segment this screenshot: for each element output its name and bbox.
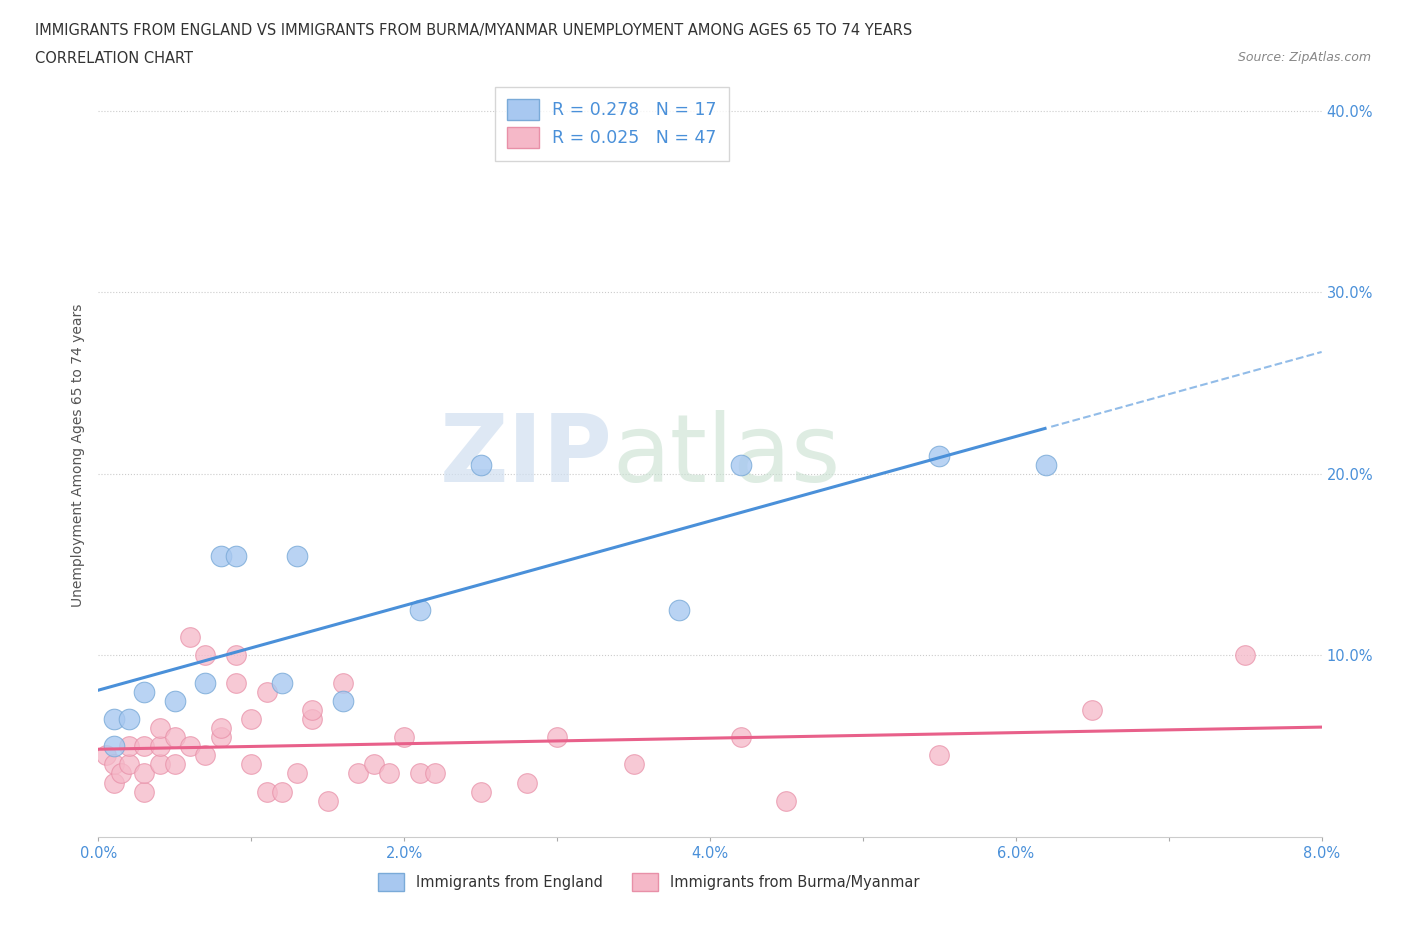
Point — [163, 757, 186, 772]
Point — [285, 548, 308, 563]
Point — [118, 757, 141, 772]
Point — [209, 721, 232, 736]
Point — [1035, 458, 1057, 472]
Point — [103, 757, 125, 772]
Point — [240, 757, 263, 772]
Point — [134, 784, 156, 799]
Point — [270, 784, 294, 799]
Text: atlas: atlas — [612, 410, 841, 501]
Point — [110, 766, 132, 781]
Point — [270, 675, 294, 690]
Point — [163, 694, 186, 709]
Point — [408, 766, 430, 781]
Point — [470, 784, 492, 799]
Point — [392, 730, 416, 745]
Point — [103, 711, 125, 726]
Point — [209, 548, 232, 563]
Point — [408, 603, 430, 618]
Text: IMMIGRANTS FROM ENGLAND VS IMMIGRANTS FROM BURMA/MYANMAR UNEMPLOYMENT AMONG AGES: IMMIGRANTS FROM ENGLAND VS IMMIGRANTS FR… — [35, 23, 912, 38]
Point — [928, 748, 950, 763]
Point — [1081, 702, 1104, 717]
Point — [285, 766, 308, 781]
Point — [730, 730, 752, 745]
Point — [103, 738, 125, 753]
Y-axis label: Unemployment Among Ages 65 to 74 years: Unemployment Among Ages 65 to 74 years — [70, 304, 84, 607]
Point — [256, 784, 278, 799]
Point — [546, 730, 568, 745]
Point — [668, 603, 690, 618]
Point — [194, 648, 217, 663]
Point — [194, 675, 217, 690]
Point — [928, 448, 950, 463]
Point — [378, 766, 401, 781]
Point — [225, 548, 247, 563]
Point — [149, 757, 172, 772]
Point — [423, 766, 446, 781]
Point — [134, 684, 156, 699]
Point — [730, 458, 752, 472]
Point — [775, 793, 797, 808]
Text: Source: ZipAtlas.com: Source: ZipAtlas.com — [1237, 51, 1371, 64]
Point — [623, 757, 645, 772]
Point — [134, 738, 156, 753]
Point — [332, 675, 354, 690]
Point — [301, 711, 323, 726]
Point — [225, 675, 247, 690]
Text: ZIP: ZIP — [439, 410, 612, 501]
Point — [256, 684, 278, 699]
Legend: Immigrants from England, Immigrants from Burma/Myanmar: Immigrants from England, Immigrants from… — [371, 866, 927, 898]
Point — [134, 766, 156, 781]
Text: CORRELATION CHART: CORRELATION CHART — [35, 51, 193, 66]
Point — [316, 793, 339, 808]
Point — [516, 775, 538, 790]
Point — [194, 748, 217, 763]
Point — [363, 757, 385, 772]
Point — [1234, 648, 1257, 663]
Point — [240, 711, 263, 726]
Point — [163, 730, 186, 745]
Point — [347, 766, 370, 781]
Point — [149, 738, 172, 753]
Point — [470, 458, 492, 472]
Point — [225, 648, 247, 663]
Point — [103, 775, 125, 790]
Point — [118, 711, 141, 726]
Point — [209, 730, 232, 745]
Point — [179, 630, 201, 644]
Point — [301, 702, 323, 717]
Point — [179, 738, 201, 753]
Point — [332, 694, 354, 709]
Point — [118, 738, 141, 753]
Point — [94, 748, 117, 763]
Point — [149, 721, 172, 736]
